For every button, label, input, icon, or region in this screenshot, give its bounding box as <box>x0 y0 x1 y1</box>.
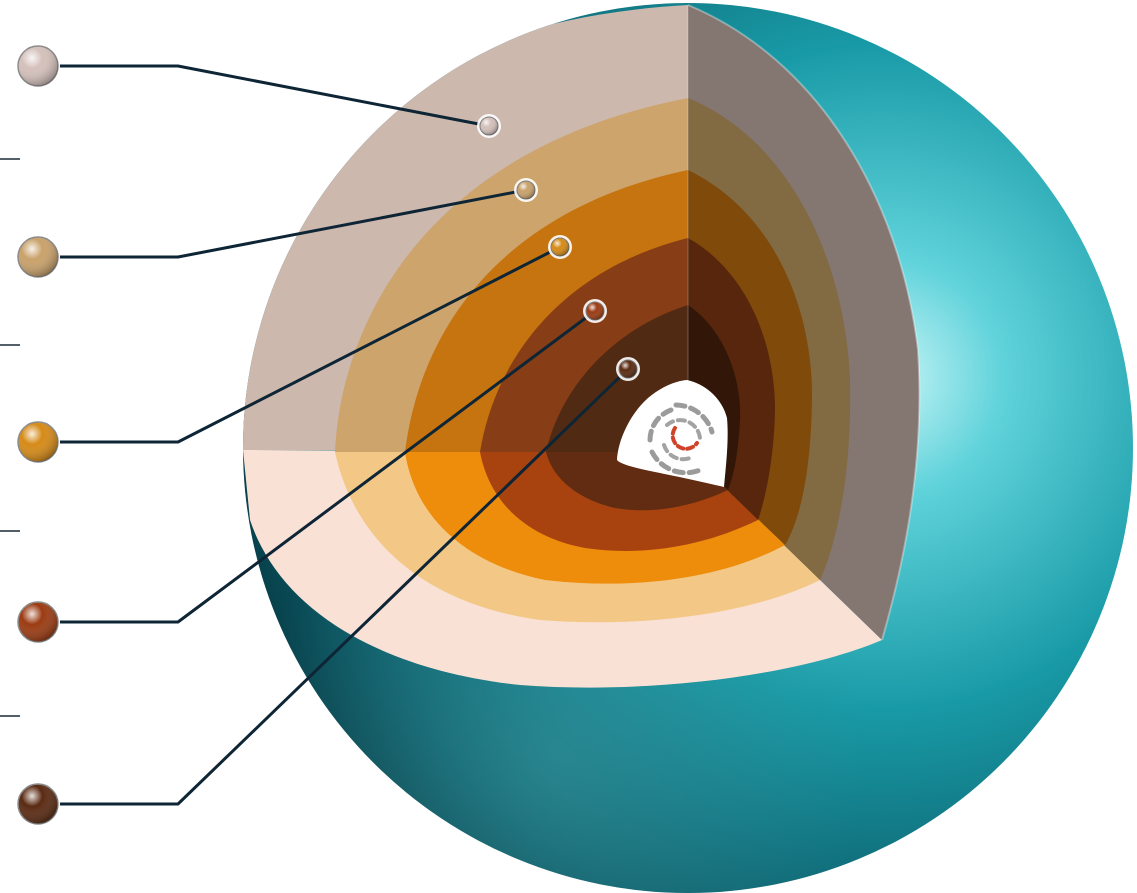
layer-4-legend-marker-icon <box>16 600 60 644</box>
layer-1-point-marker-icon <box>477 114 501 138</box>
layer-3-point-marker-icon <box>548 235 572 259</box>
layer-2-point-marker-icon <box>514 178 538 202</box>
layer-5-legend-marker-icon <box>16 782 60 826</box>
layer-markers <box>16 44 640 826</box>
cut-rim <box>687 4 921 641</box>
layer-3-legend-marker-icon <box>16 420 60 464</box>
inner-core <box>617 380 728 487</box>
leader-line-5 <box>58 367 630 806</box>
cutaway-section <box>243 4 921 688</box>
leader-line-1 <box>58 64 490 128</box>
leader-line-4 <box>58 309 596 624</box>
layer-4-point-marker-icon <box>583 299 607 323</box>
leader-line-2 <box>58 188 527 259</box>
left-edge-separators <box>0 158 20 717</box>
layer-5-point-marker-icon <box>616 357 640 381</box>
leader-line-3 <box>58 245 561 444</box>
layer-1-legend-marker-icon <box>16 44 60 88</box>
leader-lines <box>58 64 630 806</box>
core-rings-icon <box>647 402 715 476</box>
layer-2-legend-marker-icon <box>16 235 60 279</box>
